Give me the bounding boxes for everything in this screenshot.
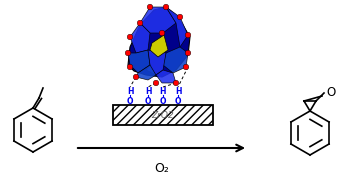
Polygon shape (130, 23, 150, 53)
Polygon shape (136, 65, 156, 80)
Polygon shape (140, 7, 176, 33)
Circle shape (133, 74, 139, 80)
Circle shape (127, 64, 133, 70)
Text: H: H (160, 87, 166, 95)
Circle shape (163, 4, 169, 10)
Text: O: O (145, 97, 151, 105)
Circle shape (125, 50, 131, 56)
Circle shape (147, 4, 153, 10)
Circle shape (183, 64, 189, 70)
Text: O: O (326, 87, 335, 99)
Polygon shape (150, 35, 168, 57)
Text: O: O (160, 97, 166, 105)
Circle shape (173, 80, 179, 86)
Polygon shape (128, 50, 150, 73)
Polygon shape (166, 7, 188, 47)
Circle shape (185, 50, 191, 56)
Text: O₂: O₂ (154, 162, 169, 175)
Circle shape (159, 30, 165, 36)
Circle shape (153, 80, 159, 86)
Circle shape (185, 32, 191, 38)
Circle shape (177, 14, 183, 20)
Text: ZrO2: ZrO2 (152, 111, 174, 119)
Text: H: H (145, 87, 151, 95)
Polygon shape (128, 7, 190, 77)
Polygon shape (146, 50, 166, 75)
Text: O: O (175, 97, 181, 105)
Polygon shape (163, 47, 188, 73)
Bar (113, 105, 213, 125)
Polygon shape (156, 70, 176, 83)
Circle shape (137, 20, 143, 26)
Circle shape (127, 34, 133, 40)
Text: H: H (175, 87, 181, 95)
Text: O: O (127, 97, 133, 105)
Text: H: H (127, 87, 133, 95)
